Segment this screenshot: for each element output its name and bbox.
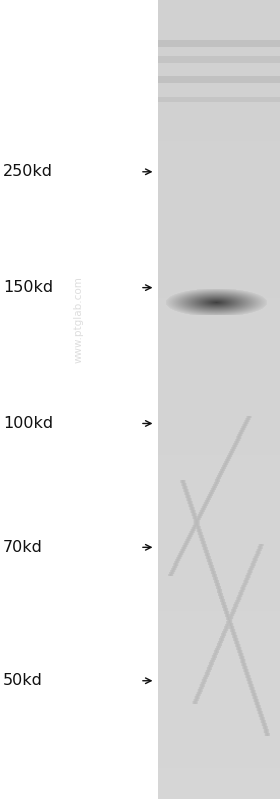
Text: 100kd: 100kd — [3, 416, 53, 431]
Text: 70kd: 70kd — [3, 540, 43, 555]
Text: www.ptglab.com: www.ptglab.com — [73, 276, 83, 363]
Text: 150kd: 150kd — [3, 280, 53, 295]
Text: 250kd: 250kd — [3, 165, 53, 179]
Text: 50kd: 50kd — [3, 674, 43, 688]
